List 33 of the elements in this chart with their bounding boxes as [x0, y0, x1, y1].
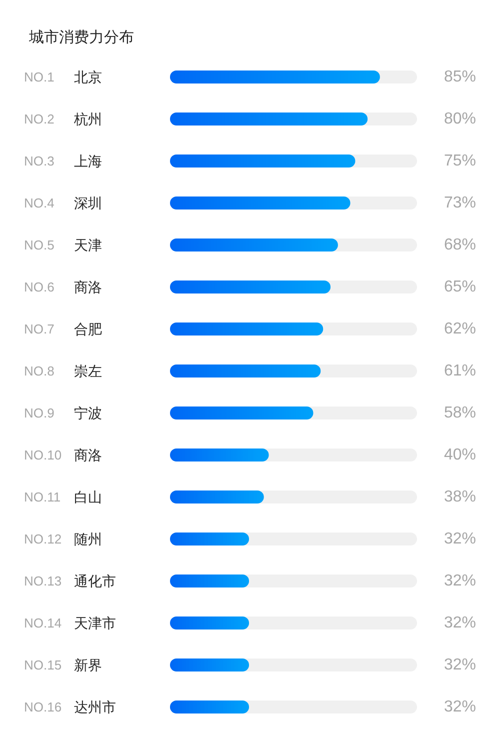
- category-label: NO.5 天津: [24, 237, 102, 253]
- data-label: 65%: [444, 278, 476, 296]
- chart-title: 城市消费力分布: [28, 29, 134, 46]
- category-label: NO.7 合肥: [24, 321, 102, 337]
- data-label: 75%: [444, 152, 476, 170]
- category-label: NO.9 宁波: [24, 405, 102, 421]
- data-label: 32%: [444, 614, 476, 632]
- category-label: NO.4 深圳: [24, 195, 102, 211]
- data-label: 62%: [444, 320, 476, 338]
- y-tick-label: NO.15 新界: [24, 657, 102, 673]
- data-label: 40%: [444, 446, 476, 464]
- category-label: NO.2 杭州: [24, 111, 102, 127]
- data-label: 32%: [444, 572, 476, 590]
- data-label: 58%: [444, 404, 476, 422]
- data-label: 68%: [444, 236, 476, 254]
- data-label: 73%: [444, 194, 476, 212]
- y-tick-label: NO.12 随州: [24, 531, 102, 547]
- y-tick-label: NO.13 通化市: [24, 573, 116, 589]
- y-tick-label: NO.14 天津市: [24, 615, 116, 631]
- category-label: NO.8 崇左: [24, 363, 102, 379]
- y-tick-label: NO.11 白山: [24, 489, 102, 505]
- y-tick-label: NO.16 达州市: [24, 699, 116, 715]
- data-label: 85%: [444, 68, 476, 86]
- category-label: NO.3 上海: [24, 153, 102, 169]
- data-label: 32%: [444, 656, 476, 674]
- data-label: 32%: [444, 530, 476, 548]
- y-tick-label: NO.10 商洛: [24, 447, 102, 463]
- data-label: 61%: [444, 362, 476, 380]
- data-label: 32%: [444, 698, 476, 716]
- data-label: 38%: [444, 488, 476, 506]
- category-label: NO.6 商洛: [24, 279, 102, 295]
- data-label: 80%: [444, 110, 476, 128]
- category-label: NO.1 北京: [24, 69, 102, 85]
